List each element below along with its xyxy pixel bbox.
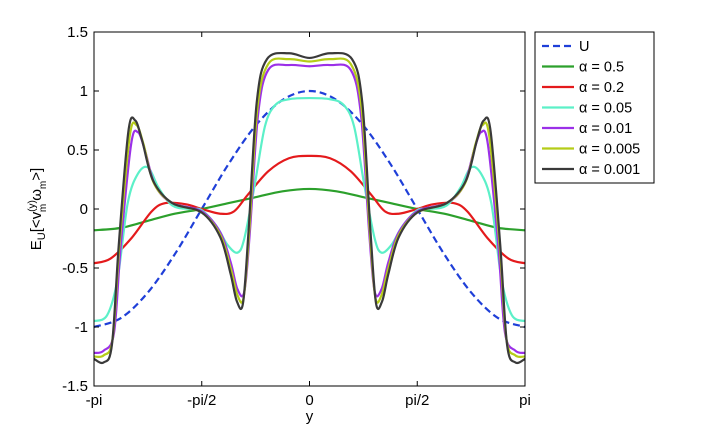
y-tick-label-5: 1: [80, 83, 88, 100]
series-line-2: [93, 154, 526, 265]
series-group: [93, 51, 526, 365]
x-tick-label-1: -pi/2: [187, 392, 216, 409]
legend-label-4: α = 0.01: [579, 121, 632, 137]
y-label-sub3: m: [38, 181, 49, 189]
x-tick-label-2: 0: [305, 392, 313, 409]
legend-label-3: α = 0.05: [579, 101, 632, 117]
tick-group: -pi -pi/2 0 pi/2 pi -1.5 -1 -0.5 0 0.5 1 1.5: [62, 24, 531, 409]
legend-label-1: α = 0.5: [579, 60, 624, 76]
x-tick-label-4: pi: [519, 392, 531, 409]
series-line-6: [93, 51, 526, 365]
y-tick-label-0: -1.5: [62, 378, 88, 395]
y-label-sub: U: [36, 232, 48, 240]
series-line-0: [93, 89, 526, 329]
x-axis-label: y: [306, 408, 314, 425]
series-line-3: [93, 96, 526, 323]
y-label-sup: (y): [27, 200, 38, 212]
y-tick-label-3: 0: [80, 201, 88, 218]
legend-label-0: U: [579, 39, 589, 55]
y-tick-label-4: 0.5: [67, 142, 88, 159]
y-tick-label-1: -1: [75, 319, 88, 336]
y-label-omega: ω: [28, 189, 45, 201]
y-tick-label-2: -0.5: [62, 260, 88, 277]
y-axis-label: EU[<v(y)mωm>]: [27, 168, 49, 250]
legend: Uα = 0.5 α = 0.2 α = 0.05 α = 0.01 α = 0.005…: [534, 31, 655, 184]
y-tick-label-6: 1.5: [67, 24, 88, 41]
legend-label-2: α = 0.2: [579, 80, 624, 96]
series-line-1: [93, 187, 526, 232]
y-label-mid: [<v: [28, 211, 45, 232]
y-label-end: >]: [28, 168, 45, 181]
x-tick-label-0: -pi: [86, 392, 103, 409]
x-tick-label-3: pi/2: [405, 392, 429, 409]
svg-text:EU[<v(y)mωm>]: EU[<v(y)mωm>]: [27, 168, 49, 250]
y-label-main: E: [28, 240, 45, 250]
legend-label-6: α = 0.001: [579, 162, 640, 178]
y-label-sub2: m: [38, 204, 49, 212]
legend-label-5: α = 0.005: [579, 142, 640, 158]
